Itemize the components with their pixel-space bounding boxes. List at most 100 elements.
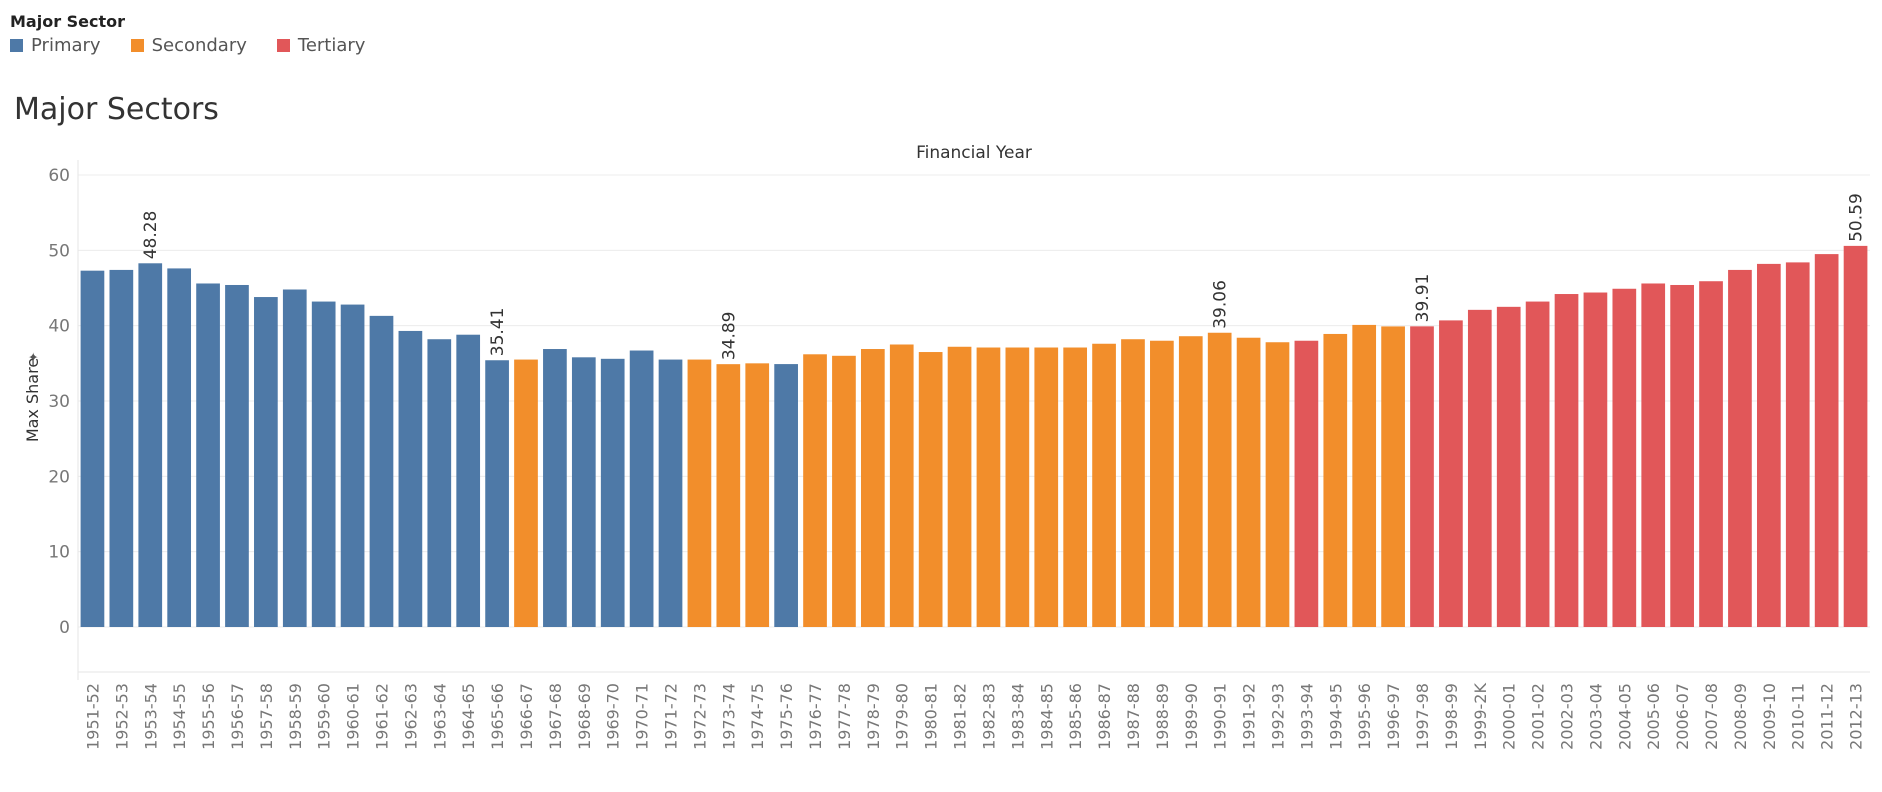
- bar: [600, 358, 625, 627]
- bar: [774, 364, 798, 627]
- bar: [1063, 347, 1088, 627]
- x-tick-label: 1988-89: [1153, 683, 1172, 750]
- x-tick-label: 1970-71: [633, 683, 652, 750]
- y-tick-label: 30: [48, 392, 70, 412]
- bar: [629, 350, 654, 627]
- bar: [976, 347, 1001, 627]
- data-label: 39.06: [1211, 280, 1231, 329]
- x-tick-label: 2011-12: [1818, 683, 1837, 750]
- bar: [1352, 324, 1377, 627]
- y-tick-label: 0: [59, 618, 70, 638]
- bar: [543, 349, 567, 627]
- x-tick-label: 1961-62: [372, 683, 391, 750]
- x-tick-label: 1998-99: [1442, 683, 1461, 750]
- bar: [860, 349, 885, 627]
- bar: [1641, 283, 1666, 627]
- bar: [1554, 294, 1579, 627]
- x-tick-label: 1996-97: [1384, 683, 1403, 750]
- bar: [1496, 306, 1521, 627]
- bar: [1728, 269, 1752, 627]
- x-tick-label: 2001-02: [1529, 683, 1548, 750]
- legend-item-tertiary[interactable]: Tertiary: [276, 35, 365, 56]
- bar: [340, 304, 365, 627]
- x-tick-label: 1985-86: [1066, 683, 1085, 750]
- x-tick-label: 1972-73: [690, 683, 709, 750]
- x-tick-label: 1973-74: [719, 683, 738, 750]
- bar: [1265, 342, 1290, 627]
- y-tick-label: 40: [48, 317, 70, 337]
- bar: [1670, 284, 1694, 627]
- legend-label-primary: Primary: [31, 35, 101, 56]
- x-tick-label: 1974-75: [748, 683, 767, 750]
- x-tick-label: 2003-04: [1586, 683, 1605, 750]
- x-axis-title: Financial Year: [916, 143, 1032, 163]
- x-tick-label: 1958-59: [286, 683, 305, 750]
- bar: [1699, 281, 1723, 627]
- x-tick-label: 1990-91: [1211, 683, 1230, 750]
- data-label: 48.28: [141, 211, 161, 260]
- bar: [1207, 332, 1232, 627]
- x-tick-label: 1957-58: [257, 683, 276, 750]
- x-tick-label: 2008-09: [1731, 683, 1750, 750]
- bar: [1294, 340, 1319, 627]
- x-tick-label: 1959-60: [315, 683, 334, 750]
- x-tick-label: 1986-87: [1095, 683, 1114, 750]
- bar: [167, 268, 192, 627]
- sort-icon: ✦: [27, 351, 42, 362]
- data-label: 39.91: [1413, 274, 1433, 323]
- y-tick-label: 60: [48, 166, 70, 186]
- bar: [514, 359, 538, 627]
- bar: [456, 334, 481, 627]
- data-label: 35.41: [488, 308, 508, 357]
- x-tick-label: 1978-79: [864, 683, 883, 750]
- bar: [1612, 288, 1637, 627]
- x-tick-label: 1994-95: [1326, 683, 1345, 750]
- x-tick-label: 1984-85: [1037, 683, 1056, 750]
- x-tick-label: 1993-94: [1297, 683, 1316, 750]
- bar: [803, 354, 827, 627]
- bar: [1785, 262, 1810, 627]
- bar: [1814, 254, 1839, 627]
- bar: [1323, 333, 1348, 627]
- x-tick-label: 1952-53: [112, 683, 131, 750]
- x-tick-label: 1980-81: [922, 683, 941, 750]
- x-tick-label: 1953-54: [141, 683, 160, 750]
- bar: [1381, 326, 1405, 627]
- bar: [889, 344, 914, 627]
- x-tick-label: 2010-11: [1789, 683, 1808, 750]
- chart-title: Major Sectors: [14, 92, 219, 127]
- x-tick-label: 1992-93: [1268, 683, 1287, 750]
- bar: [1005, 347, 1030, 627]
- x-tick-label: 2000-01: [1500, 683, 1519, 750]
- bar: [485, 360, 509, 627]
- bar: [196, 283, 220, 627]
- x-tick-label: 2002-03: [1558, 683, 1577, 750]
- bar: [1756, 263, 1781, 627]
- x-tick-label: 1989-90: [1182, 683, 1201, 750]
- legend-item-secondary[interactable]: Secondary: [130, 35, 247, 56]
- y-axis-title: Max Share: [23, 358, 42, 442]
- bar: [398, 330, 423, 627]
- x-tick-label: 1969-70: [604, 683, 623, 750]
- x-tick-label: 1983-84: [1008, 683, 1027, 750]
- x-tick-label: 1999-2K: [1471, 683, 1490, 751]
- bar: [1121, 339, 1145, 627]
- bar: [282, 289, 307, 627]
- legend-item-primary[interactable]: Primary: [10, 35, 101, 56]
- x-tick-label: 2005-06: [1644, 683, 1663, 750]
- x-tick-label: 2007-08: [1702, 683, 1721, 750]
- x-tick-label: 1981-82: [951, 683, 970, 750]
- x-tick-label: 1997-98: [1413, 683, 1432, 750]
- bar: [1843, 245, 1868, 627]
- legend-swatch-primary: [10, 39, 23, 52]
- bar: [109, 269, 134, 627]
- bar: [369, 315, 394, 627]
- x-tick-label: 1968-69: [575, 683, 594, 750]
- legend-label-secondary: Secondary: [151, 35, 247, 56]
- x-tick-label: 1954-55: [170, 683, 189, 750]
- bar: [1092, 343, 1116, 627]
- y-tick-label: 10: [48, 543, 70, 563]
- x-tick-label: 1967-68: [546, 683, 565, 750]
- x-tick-label: 2004-05: [1615, 683, 1634, 750]
- x-tick-label: 1962-63: [401, 683, 420, 750]
